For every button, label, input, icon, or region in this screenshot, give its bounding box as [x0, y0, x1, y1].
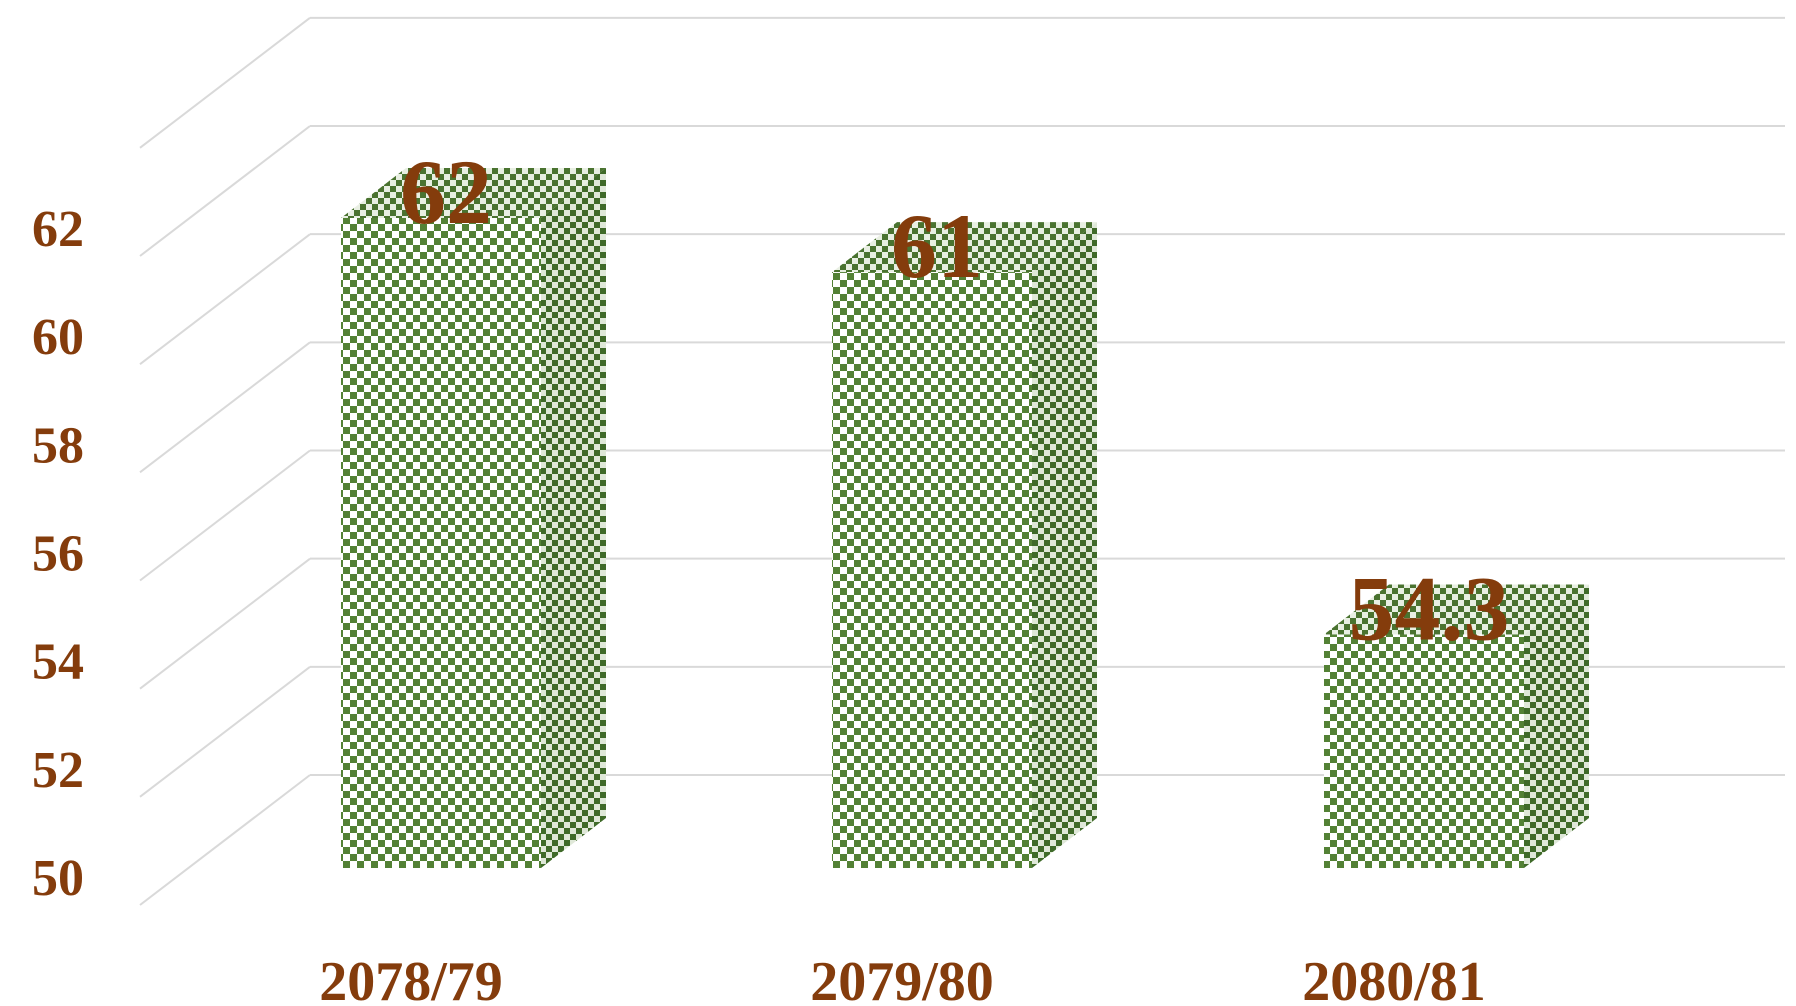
bar-front: [341, 218, 541, 868]
gridline-diagonal: [139, 557, 311, 690]
bar-top: [832, 222, 1097, 273]
gridline-diagonal: [139, 341, 311, 474]
gridline-diagonal: [139, 17, 311, 149]
y-tick-label: 52: [32, 742, 84, 799]
y-tick-label: 54: [32, 634, 84, 691]
bar-side: [1524, 584, 1589, 868]
y-tick-label: 50: [32, 850, 84, 907]
y-tick-label: 60: [32, 309, 84, 366]
x-tick-label: 2078/79: [319, 951, 503, 1006]
gridline-diagonal: [139, 774, 311, 906]
data-labels: 62 61 54.3: [400, 141, 1510, 659]
x-tick-label: 2079/80: [810, 951, 994, 1006]
y-tick-label: 62: [32, 201, 84, 258]
bar-front: [1324, 634, 1524, 868]
bar-front: [832, 272, 1032, 868]
x-axis: 2078/79 2079/80 2080/81: [319, 951, 1486, 1006]
data-label: 54.3: [1349, 557, 1510, 659]
y-tick-label: 58: [32, 417, 84, 474]
bar-top: [1324, 584, 1589, 635]
gridline-diagonal: [139, 125, 311, 257]
bars: [341, 168, 1589, 869]
y-axis: 50 52 54 56 58 60 62: [32, 201, 84, 907]
bar-side: [541, 168, 606, 868]
bar-1: [341, 168, 606, 868]
gridline-diagonal: [139, 666, 311, 798]
gridline-diagonal: [139, 233, 311, 365]
bar-3: [1324, 584, 1589, 868]
y-tick-label: 56: [32, 526, 84, 583]
bar-side: [1032, 222, 1097, 869]
bar-top: [341, 168, 606, 218]
gridline-diagonal: [139, 449, 311, 582]
data-label: 61: [891, 195, 983, 297]
data-label: 62: [400, 141, 492, 243]
x-tick-label: 2080/81: [1302, 951, 1486, 1006]
bar-2: [832, 222, 1097, 869]
